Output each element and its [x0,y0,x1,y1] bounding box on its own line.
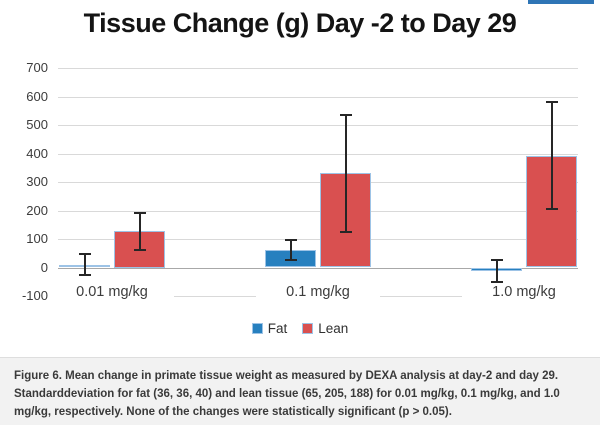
gridline-0 [58,267,578,269]
legend-item-lean: Lean [302,321,348,336]
error-bar-fat-0.01 mg/kg [83,254,86,275]
y-axis-tick-label: 300 [26,174,48,189]
y-axis-tick-label: 700 [26,60,48,75]
y-axis-tick-label: -100 [21,288,48,303]
top-right-accent-bar [528,0,594,4]
error-bar-lean-0.1 mg/kg [344,115,347,232]
x-axis-category-label: 0.01 mg/kg [50,283,174,301]
error-bar-lean-0.01 mg/kg [138,212,141,250]
chart-legend: Fat Lean [0,321,600,336]
error-bar-cap [284,259,297,262]
gridline-100 [58,239,578,240]
legend-label: Fat [267,321,288,336]
error-bar-cap [284,238,297,241]
legend-swatch-lean [302,323,314,334]
error-bar-cap [339,230,352,233]
error-bar-cap [490,258,503,261]
legend-item-fat: Fat [251,321,288,336]
figure-caption-line: mg/kg, respectively. None of the changes… [14,406,452,418]
legend-swatch-fat [251,323,263,334]
error-bar-fat-0.1 mg/kg [289,239,292,261]
gridline-700 [58,68,578,69]
error-bar-cap [78,273,91,276]
error-bar-cap [78,253,91,256]
error-bar-cap [339,114,352,116]
y-axis-tick-label: 100 [26,231,48,246]
error-bar-lean-1.0 mg/kg [550,102,553,210]
error-bar-cap [545,208,558,211]
error-bar-cap [490,281,503,284]
figure-caption-line: Standarddeviation for fat (36, 36, 40) a… [14,388,560,400]
gridline-400 [58,153,578,155]
y-axis-tick-label: 0 [40,259,48,275]
y-axis-tick-label: 200 [26,202,48,218]
error-bar-cap [133,211,146,214]
gridline-500 [58,125,578,126]
x-axis-category-label: 1.0 mg/kg [462,283,586,301]
legend-label: Lean [318,321,349,336]
chart-title: Tissue Change (g) Day -2 to Day 29 [83,8,517,38]
gridline-600 [58,96,578,98]
error-bar-fat-1.0 mg/kg [495,259,498,283]
y-axis-tick-label: 600 [26,88,48,104]
error-bar-cap [545,101,558,104]
bar-chart-plot-area: 700 600 500 400 300 200 100 0 -100 0.01 mg/kg 0.1 … [21,60,586,303]
gridline-200 [58,210,578,212]
gridline-300 [58,182,578,183]
error-bar-cap [133,248,146,251]
y-axis-tick-label: 400 [26,145,48,161]
y-axis-tick-label: 500 [26,117,48,132]
figure-caption-line: Figure 6. Mean change in primate tissue … [14,370,559,382]
x-axis-category-label: 0.1 mg/kg [256,283,380,301]
figure-caption: Figure 6. Mean change in primate tissue … [0,357,600,425]
